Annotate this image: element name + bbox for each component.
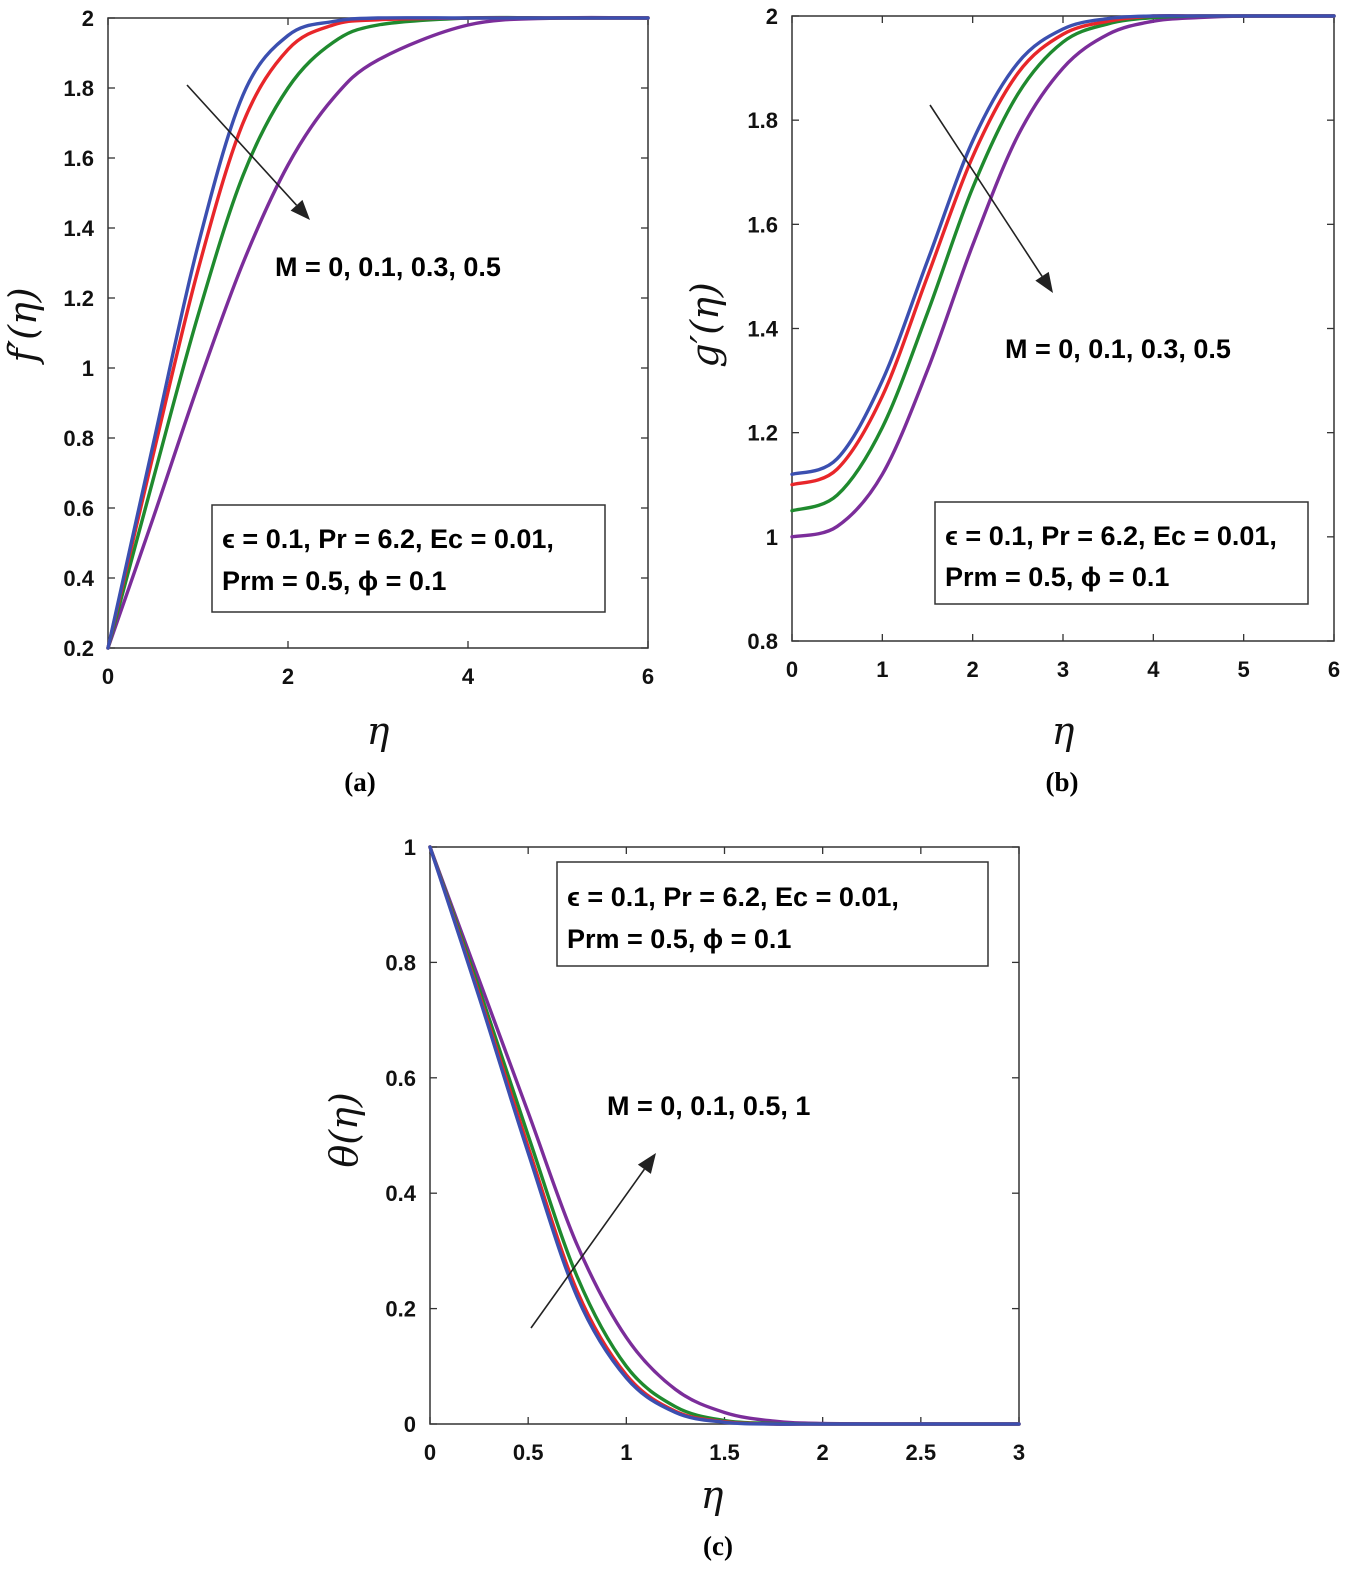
parameter-box: ϵ = 0.1, Pr = 6.2, Ec = 0.01, Prm = 0.5,…: [934, 501, 1309, 605]
y-tick-label: 0.8: [385, 950, 416, 975]
y-tick-label: 2: [82, 6, 94, 31]
trend-arrow: [530, 1153, 656, 1329]
x-tick-label: 1: [620, 1440, 632, 1465]
y-tick-label: 1: [766, 525, 778, 550]
parameter-annotation: M = 0, 0.1, 0.3, 0.5: [275, 252, 501, 282]
y-tick-label: 1: [82, 356, 94, 381]
y-tick-label: 1: [404, 835, 416, 860]
x-tick-label: 6: [1328, 657, 1340, 682]
y-tick-label: 1.6: [63, 146, 94, 171]
x-tick-label: 2: [967, 657, 979, 682]
y-tick-label: 0.4: [63, 566, 94, 591]
y-tick-label: 0: [404, 1412, 416, 1437]
trend-arrow-shaft: [929, 104, 1043, 277]
chart-b: 0 1 2 3 4 5 6 0.8 1 1.2 1.4 1.6 1.8 2 g′(η) η (b) M =…: [683, 4, 1340, 797]
y-axis-label: θ(η): [322, 1092, 366, 1167]
x-tick-label: 3: [1013, 1440, 1025, 1465]
x-tick-label: 4: [1147, 657, 1160, 682]
panel-label: (a): [344, 767, 375, 797]
parameter-box-frame: [556, 861, 989, 967]
trend-arrow: [929, 104, 1053, 293]
y-tick-label: 0.6: [385, 1066, 416, 1091]
parameter-box-line-2: Prm = 0.5, ϕ = 0.1: [945, 562, 1169, 592]
y-axis-label: f′(η): [1, 287, 45, 365]
parameter-box-frame: [211, 504, 606, 613]
y-tick-label: 2: [766, 4, 778, 29]
trend-arrow-shaft: [186, 84, 298, 206]
y-tick-label: 1.2: [747, 421, 778, 446]
parameter-box-line-1: ϵ = 0.1, Pr = 6.2, Ec = 0.01,: [945, 521, 1277, 551]
x-tick-label: 1: [876, 657, 888, 682]
x-tick-label: 2: [817, 1440, 829, 1465]
y-tick-label: 0.6: [63, 496, 94, 521]
parameter-annotation: M = 0, 0.1, 0.3, 0.5: [1005, 334, 1231, 364]
y-tick-label: 0.4: [385, 1181, 416, 1206]
y-tick-label: 0.8: [747, 629, 778, 654]
x-axis-label: η: [701, 1473, 724, 1517]
y-tick-label: 1.4: [747, 317, 778, 342]
x-tick-label: 3: [1057, 657, 1069, 682]
parameter-box-frame: [934, 501, 1309, 605]
parameter-box-line-2: Prm = 0.5, ϕ = 0.1: [567, 924, 791, 954]
series-line-1: [106, 16, 650, 650]
y-tick-label: 1.8: [747, 108, 778, 133]
parameter-box: ϵ = 0.1, Pr = 6.2, Ec = 0.01, Prm = 0.5,…: [211, 504, 606, 613]
x-axis-label: η: [1052, 709, 1075, 753]
x-tick-label: 0: [424, 1440, 436, 1465]
x-tick-label: 6: [642, 664, 654, 689]
x-tick-label: 0: [786, 657, 798, 682]
trend-arrow-head: [290, 199, 310, 220]
x-tick-label: 1.5: [709, 1440, 740, 1465]
y-tick-label: 1.2: [63, 286, 94, 311]
trend-arrow-head: [637, 1153, 656, 1174]
y-tick-label: 0.2: [63, 636, 94, 661]
y-tick-label: 1.4: [63, 216, 94, 241]
series-line-1: [790, 14, 1336, 477]
parameter-box-line-2: Prm = 0.5, ϕ = 0.1: [222, 566, 446, 596]
y-tick-label: 0.8: [63, 426, 94, 451]
panel-label: (b): [1046, 767, 1079, 797]
panel-label: (c): [703, 1531, 733, 1561]
parameter-box-line-1: ϵ = 0.1, Pr = 6.2, Ec = 0.01,: [222, 524, 554, 554]
series-line-1: [428, 845, 1021, 1426]
trend-arrow-head: [1035, 271, 1053, 293]
x-tick-label: 0.5: [513, 1440, 544, 1465]
trend-arrow-shaft: [530, 1168, 646, 1329]
y-tick-label: 1.6: [747, 212, 778, 237]
parameter-box: ϵ = 0.1, Pr = 6.2, Ec = 0.01, Prm = 0.5,…: [556, 861, 989, 967]
chart-c: 0 0.5 1 1.5 2 2.5 3 0 0.2 0.4 0.6 0.8 1 θ(η) η (c) M…: [322, 835, 1025, 1561]
x-axis-label: η: [367, 709, 390, 753]
y-tick-label: 0.2: [385, 1297, 416, 1322]
y-axis-label: g′(η): [683, 282, 727, 367]
x-tick-label: 4: [462, 664, 475, 689]
trend-arrow: [186, 84, 310, 220]
x-tick-label: 5: [1238, 657, 1250, 682]
x-tick-label: 2.5: [906, 1440, 937, 1465]
x-tick-label: 2: [282, 664, 294, 689]
y-tick-label: 1.8: [63, 76, 94, 101]
parameter-annotation: M = 0, 0.1, 0.5, 1: [607, 1091, 810, 1121]
parameter-box-line-1: ϵ = 0.1, Pr = 6.2, Ec = 0.01,: [567, 882, 899, 912]
chart-a: 0 2 4 6 0.2 0.4 0.6 0.8 1 1.2 1.4 1.6 1.8 2 f′(η) η (…: [1, 6, 654, 797]
x-tick-label: 0: [102, 664, 114, 689]
